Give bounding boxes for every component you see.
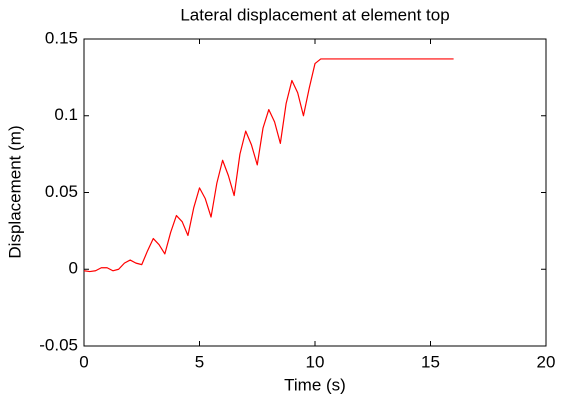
chart-title: Lateral displacement at element top (180, 5, 449, 24)
x-tick-label: 15 (421, 352, 440, 371)
y-axis-label: Displacement (m) (5, 125, 24, 258)
y-tick-label: 0.1 (54, 105, 78, 124)
x-axis-label: Time (s) (284, 375, 346, 394)
plot-box (83, 38, 547, 347)
y-tick-label: 0 (69, 259, 78, 278)
x-tick-label: 20 (537, 352, 556, 371)
x-tick-label: 0 (79, 352, 88, 371)
x-tick-label: 10 (306, 352, 325, 371)
x-tick-label: 5 (195, 352, 204, 371)
y-tick-label: 0.05 (45, 182, 78, 201)
y-tick-label: 0.15 (45, 28, 78, 47)
data-line (83, 58, 454, 273)
y-tick-label: -0.05 (39, 335, 78, 354)
